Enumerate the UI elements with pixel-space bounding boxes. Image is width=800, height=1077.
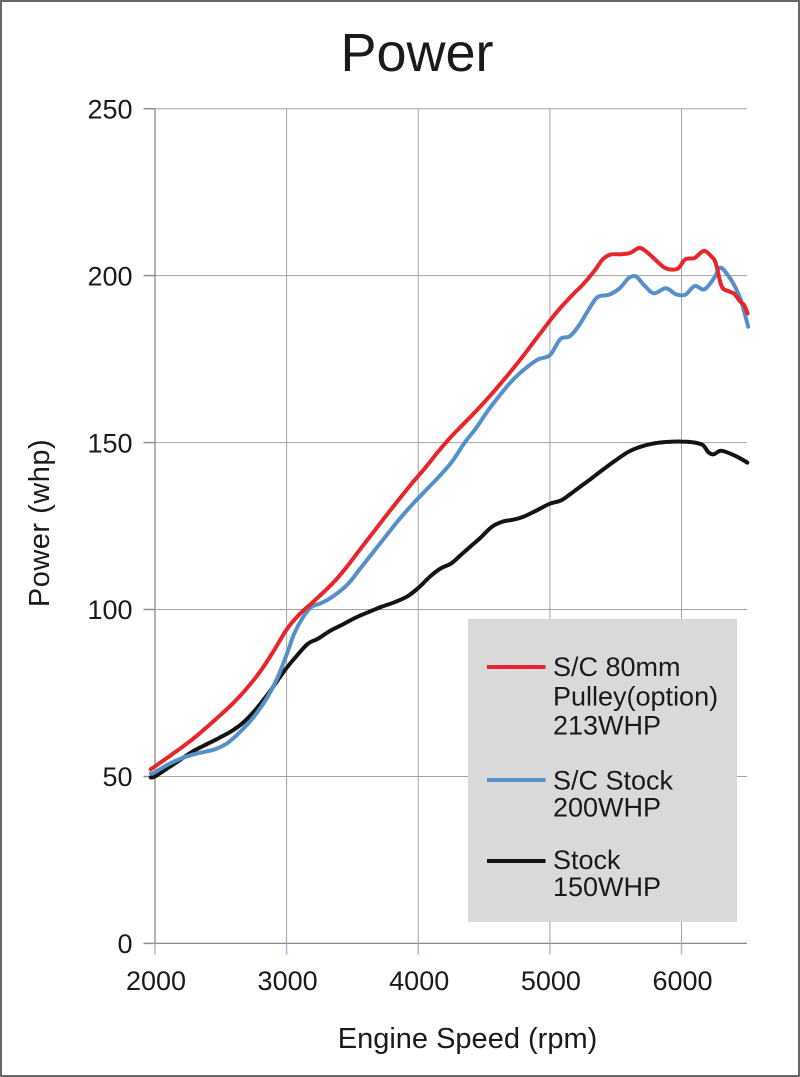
svg-text:3000: 3000: [258, 966, 318, 996]
svg-text:150: 150: [87, 428, 132, 458]
svg-text:100: 100: [87, 595, 132, 625]
svg-text:Power (whp): Power (whp): [24, 439, 56, 607]
svg-text:Stock: Stock: [553, 845, 621, 875]
svg-text:5000: 5000: [521, 966, 581, 996]
svg-text:S/C Stock: S/C Stock: [553, 766, 674, 796]
svg-text:200: 200: [87, 261, 132, 291]
svg-text:Pulley(option): Pulley(option): [553, 682, 718, 712]
svg-text:0: 0: [117, 929, 132, 959]
svg-text:Power: Power: [340, 23, 493, 83]
svg-text:200WHP: 200WHP: [553, 793, 661, 823]
svg-text:150WHP: 150WHP: [553, 872, 661, 902]
svg-text:Engine Speed (rpm): Engine Speed (rpm): [338, 1023, 598, 1055]
svg-text:250: 250: [87, 94, 132, 124]
svg-text:4000: 4000: [389, 966, 449, 996]
svg-text:6000: 6000: [652, 966, 712, 996]
svg-text:2000: 2000: [126, 966, 186, 996]
svg-text:50: 50: [102, 762, 132, 792]
svg-text:S/C 80mm: S/C 80mm: [553, 652, 681, 682]
svg-text:213WHP: 213WHP: [553, 711, 661, 741]
